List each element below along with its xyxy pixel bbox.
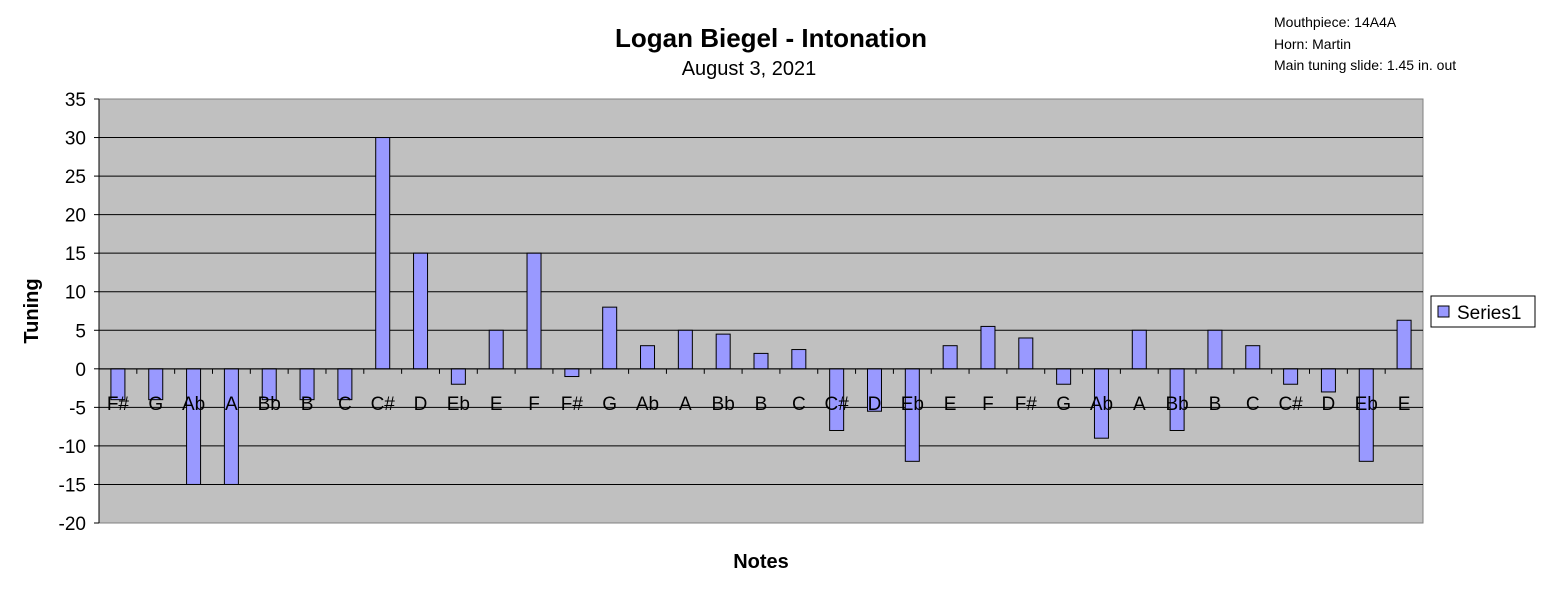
x-category-label: B [1209,394,1222,415]
x-category-label: C [1246,394,1260,415]
y-tick-label: 10 [65,283,86,304]
bar [942,345,958,370]
x-category-label: F [982,394,994,415]
bar [186,368,202,485]
y-tick-label: -10 [59,437,86,458]
bar [564,368,580,378]
bar [526,252,542,370]
bar [980,325,996,370]
y-tick-label: -15 [59,475,86,496]
x-category-label: Ab [182,394,205,415]
x-category-label: G [148,394,163,415]
x-category-label: F [528,394,540,415]
annotation-tuning-slide: Main tuning slide: 1.45 in. out [1274,57,1456,73]
y-axis-ticks: 35 30 25 20 15 10 5 0 -5 -10 -15 -20 [59,90,99,535]
x-category-label: E [490,394,503,415]
x-category-label: C# [1278,394,1303,415]
bar [1056,368,1072,385]
bar [904,368,920,462]
legend-label-series1: Series1 [1457,303,1521,324]
bar [450,368,466,385]
x-axis-title: Notes [733,551,789,573]
y-tick-label: 35 [65,90,86,111]
x-category-label: C# [371,394,396,415]
x-axis-category-labels: F# G Ab A Bb B C C# D Eb E F F# G Ab A Bb B C C# D Eb E F F# G Ab A… [98,368,1411,415]
bar [791,349,807,370]
x-category-label: F# [107,394,130,415]
x-category-label: C [338,394,352,415]
x-category-label: E [1398,394,1411,415]
x-category-label: Bb [258,394,281,415]
y-tick-label: -5 [69,398,86,419]
x-category-label: Bb [712,394,735,415]
y-tick-label: 30 [65,129,86,150]
x-category-label: Bb [1165,394,1188,415]
x-category-label: E [944,394,957,415]
y-tick-label: 0 [75,360,86,381]
chart-subtitle: August 3, 2021 [682,58,817,80]
x-category-label: B [755,394,768,415]
bar [1131,329,1147,370]
bar [602,306,618,370]
x-category-label: Ab [1090,394,1113,415]
x-category-label: G [1056,394,1071,415]
y-tick-label: 15 [65,244,86,265]
x-category-label: Eb [1355,394,1378,415]
x-category-label: C [792,394,806,415]
x-category-label: D [414,394,428,415]
bar [1320,368,1336,393]
bar [1207,329,1223,370]
chart-title: Logan Biegel - Intonation [615,23,927,53]
x-category-label: F# [1015,394,1038,415]
bar [640,345,656,370]
x-category-label: B [301,394,314,415]
bar [753,352,769,370]
annotation-horn: Horn: Martin [1274,36,1351,52]
bar [1358,368,1374,462]
y-tick-label: -20 [59,514,86,535]
plot-area [98,98,1424,524]
x-category-label: Eb [447,394,470,415]
y-tick-label: 20 [65,206,86,227]
bar [677,329,693,370]
bar [1018,337,1034,370]
x-category-label: C# [825,394,850,415]
x-category-label: A [225,394,238,415]
bar [488,329,504,370]
bar [375,137,391,370]
bar [1283,368,1299,385]
x-category-label: A [679,394,692,415]
x-category-label: D [868,394,882,415]
x-category-label: Eb [901,394,924,415]
legend-swatch [1437,305,1450,318]
bar [223,368,239,485]
bars [99,137,1423,485]
y-tick-label: 5 [75,321,86,342]
x-category-label: G [602,394,617,415]
bar [1396,319,1412,370]
bar [413,252,429,370]
x-category-label: F# [561,394,584,415]
annotation-mouthpiece: Mouthpiece: 14A4A [1274,14,1397,30]
y-axis-title: Tuning [21,278,43,343]
bar [715,333,731,370]
bar [1245,345,1261,370]
legend: Series1 [1430,295,1536,328]
x-category-label: D [1322,394,1336,415]
y-tick-label: 25 [65,167,86,188]
x-category-label: A [1133,394,1146,415]
x-category-label: Ab [636,394,659,415]
